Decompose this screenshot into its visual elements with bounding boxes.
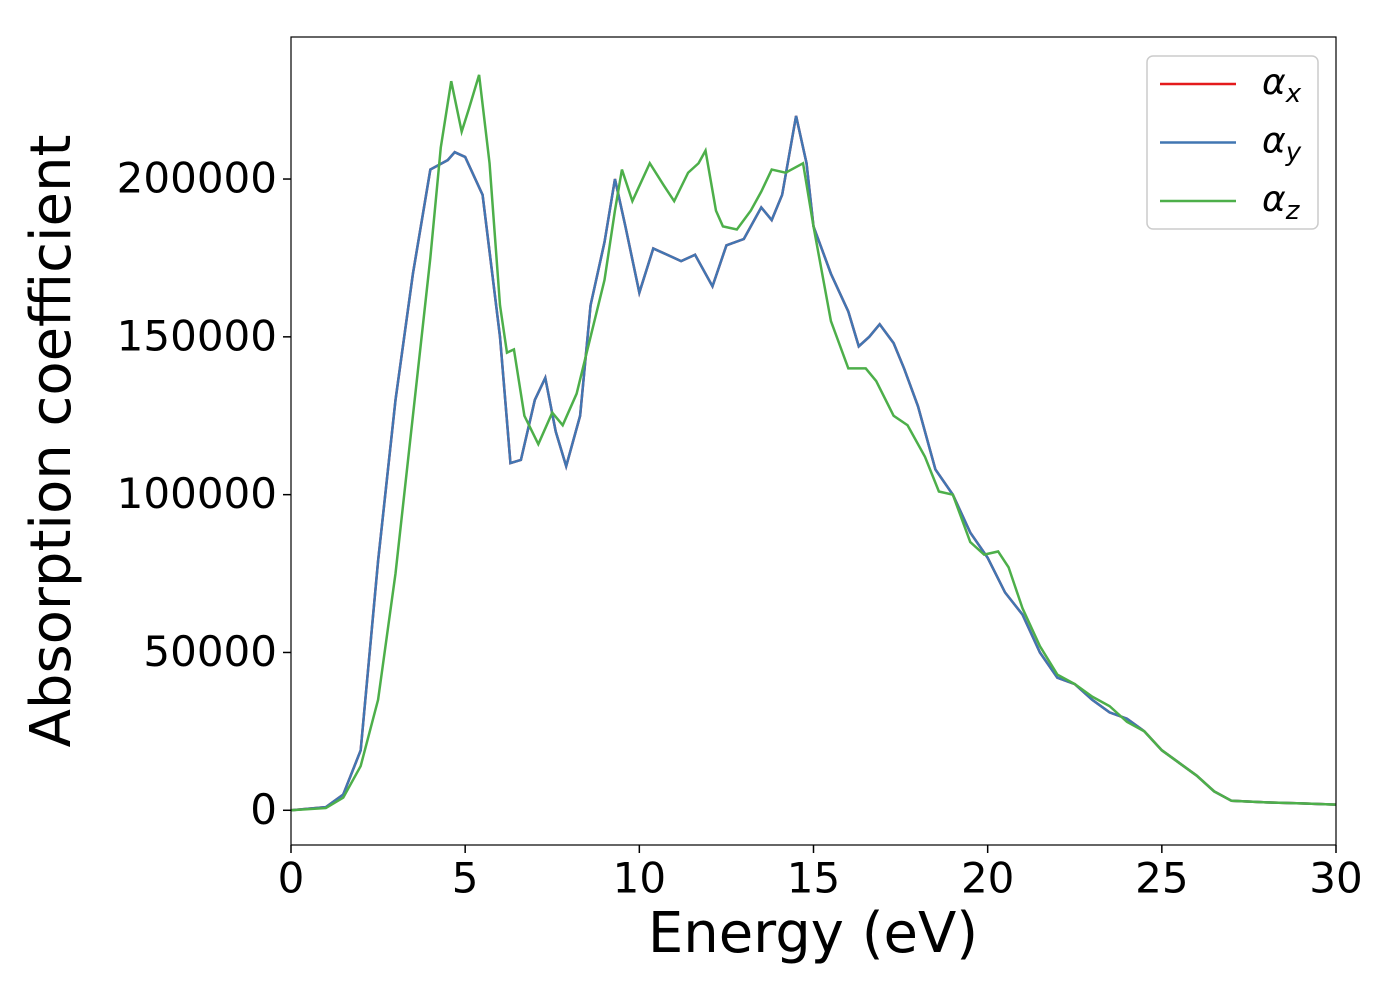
x-tick-label: 15 <box>787 854 840 903</box>
x-tick-label: 20 <box>961 854 1014 903</box>
x-axis-label: Energy (eV) <box>648 901 978 966</box>
x-tick-label: 0 <box>278 854 305 903</box>
y-tick-label: 50000 <box>143 627 277 676</box>
data-line <box>291 74 1336 812</box>
legend-label: αy <box>1262 121 1302 168</box>
legend-label: αz <box>1262 179 1301 226</box>
y-tick-label: 150000 <box>117 311 277 360</box>
plot-frame <box>290 36 1337 846</box>
y-tick-label: 0 <box>250 785 277 834</box>
y-axis-label: Absorption coefficient <box>19 135 84 748</box>
x-tick-label: 30 <box>1309 854 1362 903</box>
data-line <box>291 115 1336 812</box>
x-tick-label: 25 <box>1135 854 1188 903</box>
y-tick-label: 200000 <box>117 154 277 203</box>
x-tick-label: 5 <box>452 854 479 903</box>
x-tick-label: 10 <box>613 854 666 903</box>
legend-label: αx <box>1262 62 1302 109</box>
y-tick-label: 100000 <box>117 469 277 518</box>
